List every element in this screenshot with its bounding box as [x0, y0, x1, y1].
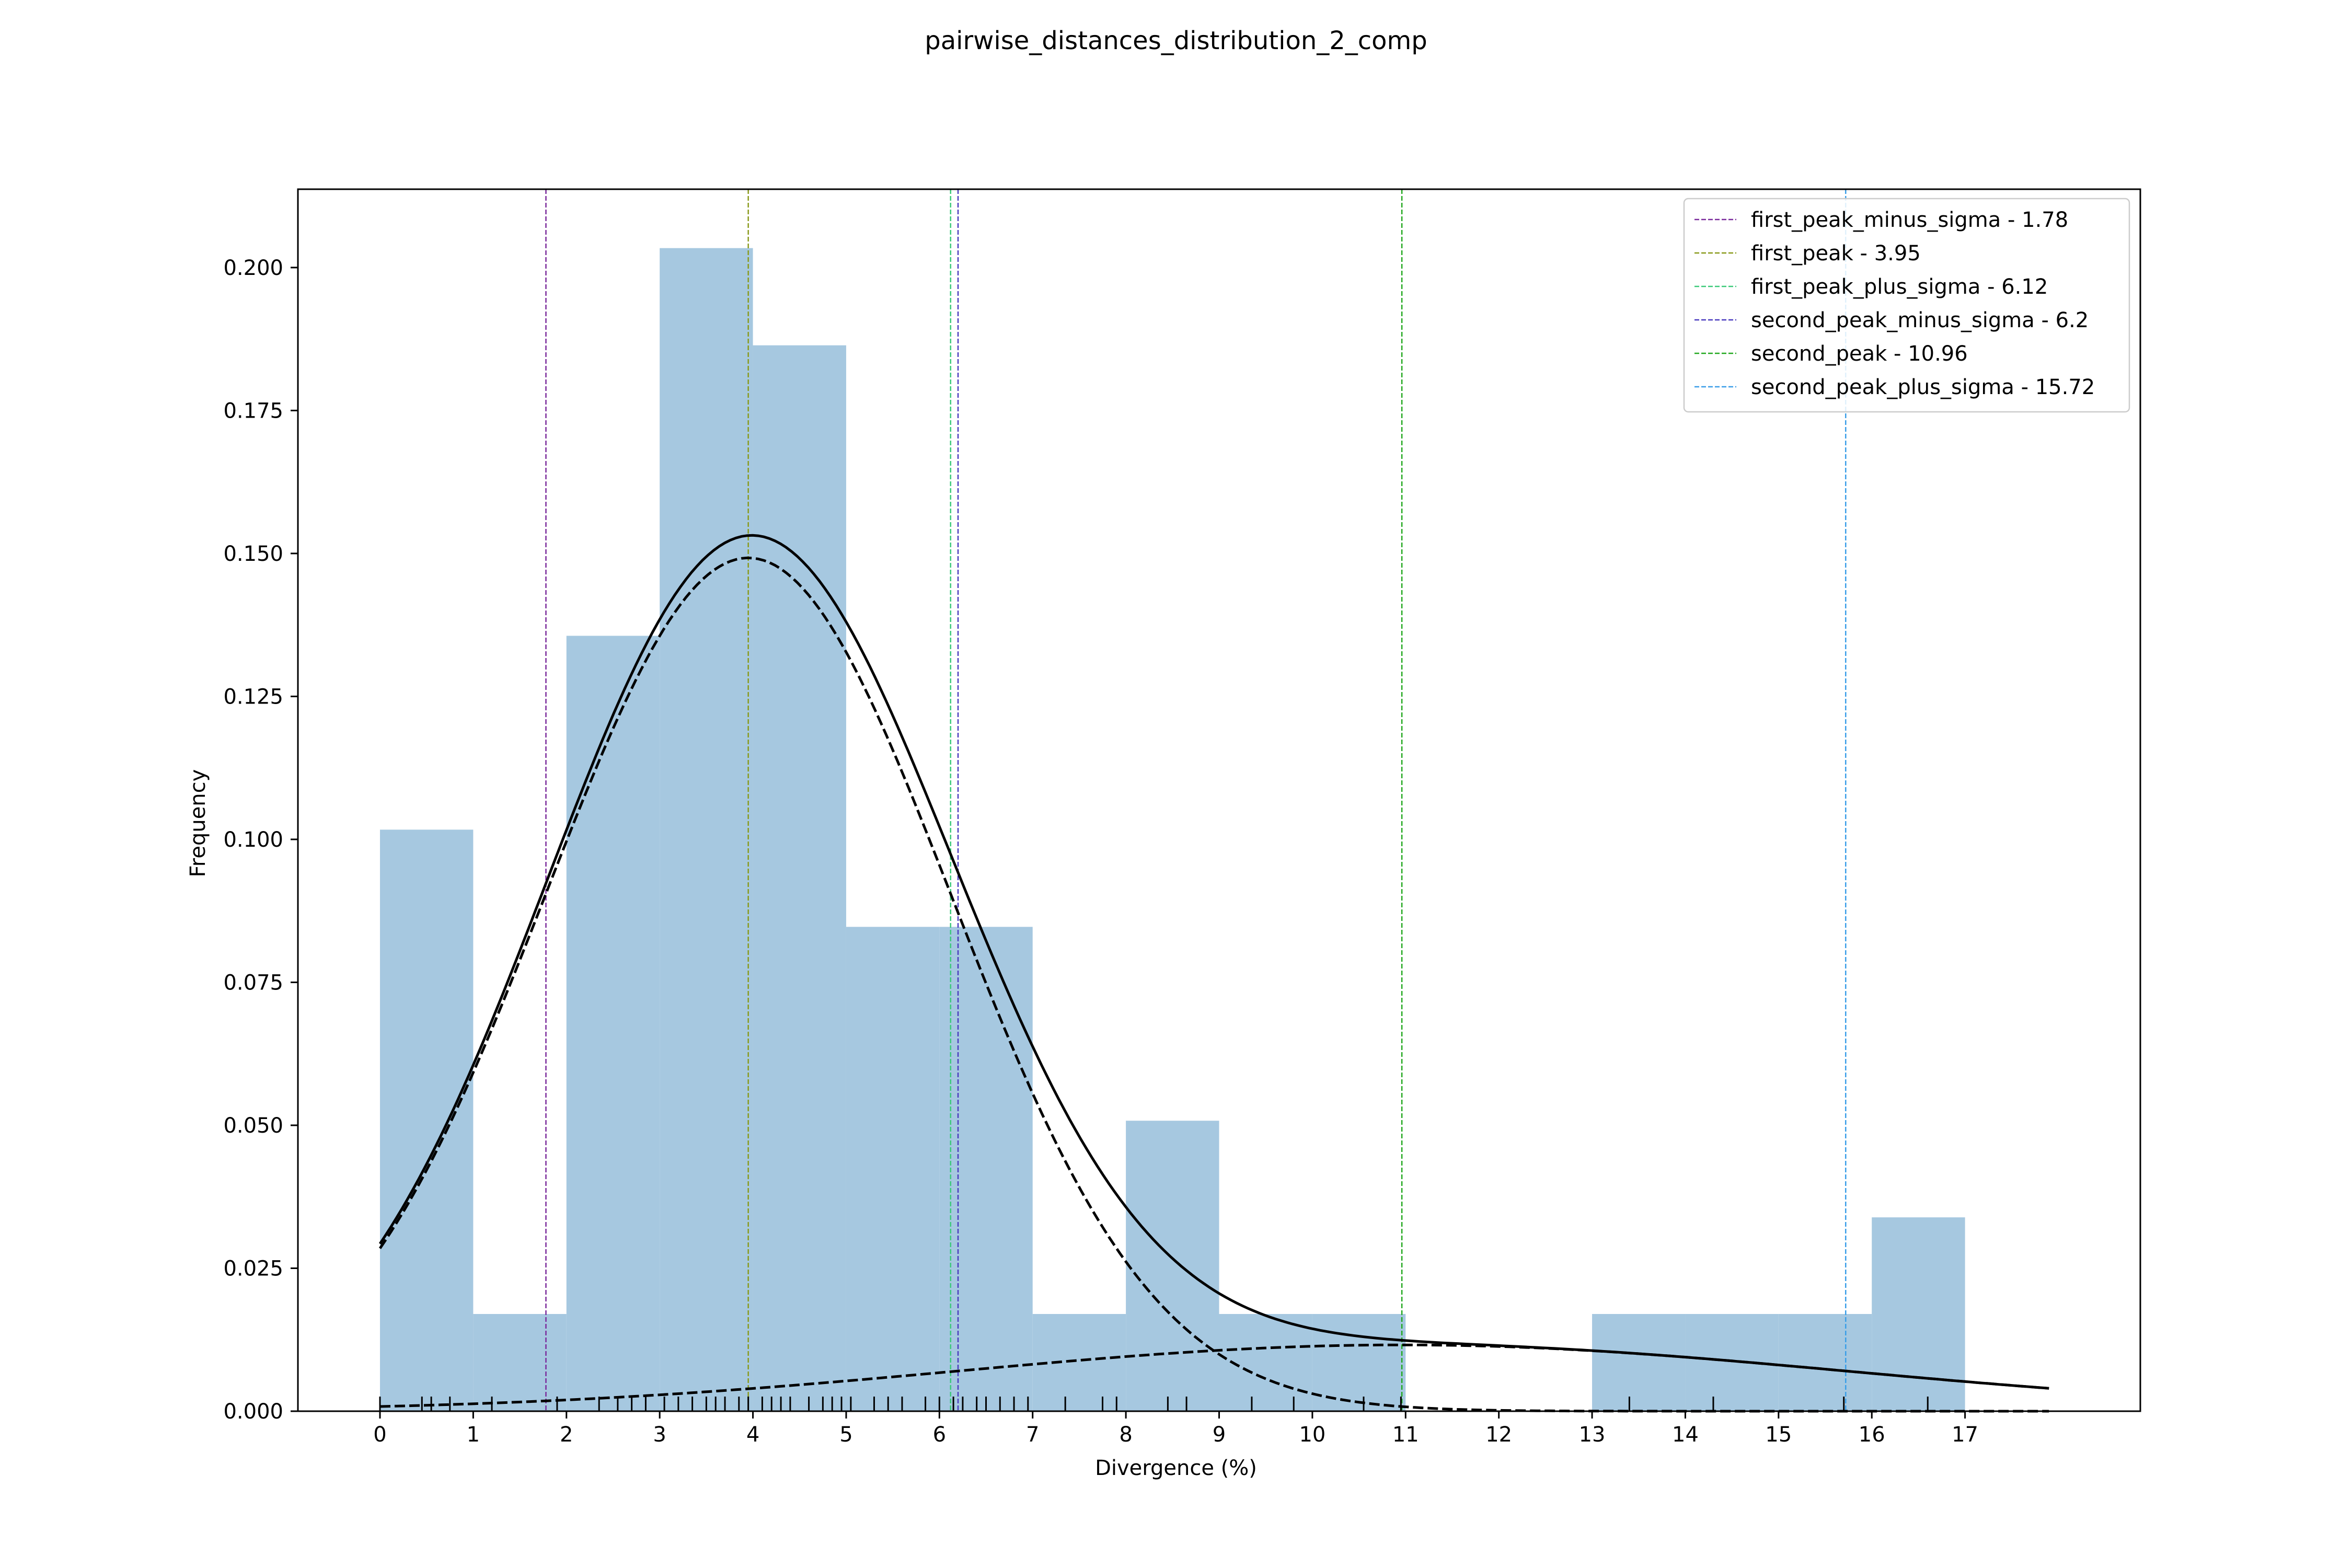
legend-label: second_peak_minus_sigma - 6.2 — [1751, 308, 2089, 332]
y-tick-label: 0.150 — [223, 542, 283, 566]
y-tick-label: 0.175 — [223, 399, 283, 423]
legend-label: second_peak - 10.96 — [1751, 342, 1968, 366]
x-tick-label: 0 — [373, 1423, 386, 1447]
y-tick-label: 0.000 — [223, 1400, 283, 1424]
histogram-bar — [1872, 1217, 1965, 1411]
histogram-bar — [566, 636, 660, 1411]
histogram-bar — [846, 927, 940, 1411]
y-tick-label: 0.075 — [223, 971, 283, 995]
x-tick-label: 14 — [1672, 1423, 1699, 1447]
legend-label: second_peak_plus_sigma - 15.72 — [1751, 375, 2095, 399]
y-axis-label: Frequency — [186, 769, 210, 878]
histogram-bar — [1126, 1121, 1219, 1411]
histogram-bar — [1032, 1314, 1126, 1411]
total-density-curve — [378, 534, 2049, 1390]
histogram-bar — [660, 248, 753, 1411]
x-tick-label: 16 — [1859, 1423, 1885, 1447]
y-tick-label: 0.125 — [223, 685, 283, 709]
legend-label: first_peak_plus_sigma - 6.12 — [1751, 275, 2048, 299]
legend-label: first_peak_minus_sigma - 1.78 — [1751, 208, 2068, 232]
x-tick-label: 2 — [560, 1423, 573, 1447]
x-tick-label: 15 — [1765, 1423, 1792, 1447]
y-tick-label: 0.050 — [223, 1114, 283, 1138]
x-tick-label: 12 — [1485, 1423, 1512, 1447]
y-tick-label: 0.200 — [223, 256, 283, 280]
x-tick-label: 17 — [1952, 1423, 1978, 1447]
histogram-bar — [939, 927, 1033, 1411]
legend: first_peak_minus_sigma - 1.78 first_peak … — [1683, 198, 2130, 413]
y-tick-label: 0.025 — [223, 1256, 283, 1281]
x-tick-label: 4 — [746, 1423, 759, 1447]
chart-title: pairwise_distances_distribution_2_comp — [925, 26, 1427, 55]
x-tick-label: 8 — [1119, 1423, 1132, 1447]
x-tick-label: 6 — [933, 1423, 946, 1447]
legend-box — [1683, 198, 2130, 413]
legend-label: first_peak - 3.95 — [1751, 241, 1921, 266]
histogram-bar — [753, 345, 846, 1411]
x-tick-label: 10 — [1299, 1423, 1325, 1447]
histogram-bar — [1778, 1314, 1872, 1411]
x-tick-label: 13 — [1579, 1423, 1606, 1447]
plot-area: 0 1 2 3 4 5 6 7 8 9 10 11 12 13 14 15 16 170.0000.0250.05… — [223, 188, 2141, 1447]
x-tick-label: 3 — [653, 1423, 666, 1447]
x-tick-label: 11 — [1392, 1423, 1419, 1447]
x-axis-label: Divergence (%) — [1095, 1456, 1257, 1480]
histogram-bar — [379, 829, 474, 1411]
x-tick-label: 5 — [839, 1423, 852, 1447]
histogram-bar — [1312, 1314, 1406, 1411]
histogram-bar — [473, 1314, 567, 1411]
x-tick-label: 7 — [1026, 1423, 1039, 1447]
y-tick-label: 0.100 — [223, 828, 283, 852]
x-tick-label: 1 — [467, 1423, 480, 1447]
histogram-bar — [1592, 1314, 1686, 1411]
x-tick-label: 9 — [1213, 1423, 1226, 1447]
